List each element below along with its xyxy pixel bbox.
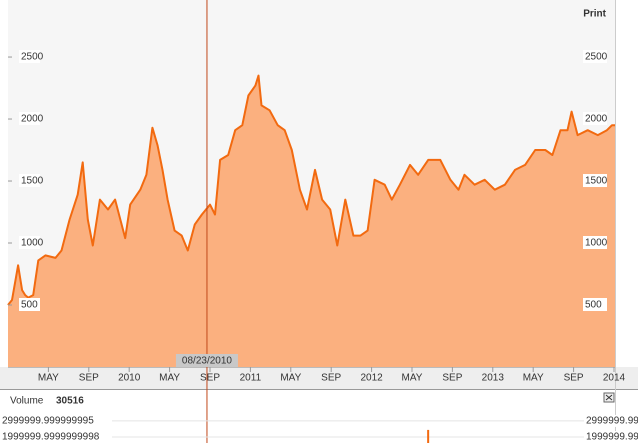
y-tick-box <box>0 414 112 427</box>
y-tick-label: 2500 <box>21 52 44 63</box>
crosshair-label-box <box>175 354 238 367</box>
price-area <box>8 75 615 367</box>
y-tick-label: 1999999.9999999998 <box>2 432 100 443</box>
x-tick-label: SEP <box>564 373 584 384</box>
y-tick-box <box>583 112 607 126</box>
y-tick-label: 500 <box>21 300 38 311</box>
x-tick-label: MAY <box>523 373 544 384</box>
y-tick-label: 1999999.9999999998 <box>586 432 638 443</box>
x-tick-label: MAY <box>280 373 301 384</box>
close-icon <box>605 394 613 401</box>
y-tick-box <box>19 112 40 126</box>
volume-bar <box>427 429 430 443</box>
y-tick-label: 2999999.999999995 <box>586 416 638 427</box>
x-tick-label: MAY <box>159 373 180 384</box>
y-tick-box <box>0 430 112 443</box>
x-tick-label: 2011 <box>240 373 262 384</box>
y-tick-box <box>19 298 40 312</box>
y-tick-label: 1000 <box>21 238 44 249</box>
print-button[interactable]: Print <box>583 9 606 20</box>
x-tick-label: 2014 <box>603 373 626 384</box>
volume-title: Volume <box>10 396 44 407</box>
x-tick-label: SEP <box>200 373 220 384</box>
y-tick-label: 1500 <box>21 176 44 187</box>
x-tick-label: MAY <box>402 373 423 384</box>
price-line <box>7 74 615 306</box>
x-tick-label: SEP <box>321 373 341 384</box>
volume-value: 30516 <box>56 396 84 407</box>
x-tick-label: SEP <box>79 373 99 384</box>
y-tick-label: 1000 <box>585 238 608 249</box>
x-tick-label: MAY <box>38 373 59 384</box>
y-tick-box <box>584 414 638 427</box>
y-tick-box <box>583 174 607 188</box>
y-tick-label: 2000 <box>585 114 608 125</box>
x-tick-label: 2012 <box>360 373 383 384</box>
y-tick-box <box>584 430 638 443</box>
y-tick-box <box>19 50 40 64</box>
y-tick-box <box>583 236 607 250</box>
x-tick-label: SEP <box>442 373 462 384</box>
crosshair-label: 08/23/2010 <box>182 356 232 367</box>
y-tick-box <box>583 50 607 64</box>
y-tick-label: 2500 <box>585 52 608 63</box>
x-tick-label: 2010 <box>118 373 141 384</box>
y-tick-box <box>583 298 607 312</box>
y-tick-box <box>19 236 40 250</box>
y-tick-label: 2999999.999999995 <box>2 416 94 427</box>
y-tick-label: 500 <box>585 300 602 311</box>
y-tick-box <box>19 174 40 188</box>
y-tick-label: 1500 <box>585 176 608 187</box>
y-tick-label: 2000 <box>21 114 44 125</box>
x-tick-label: 2013 <box>482 373 505 384</box>
x-axis-band <box>0 367 638 389</box>
